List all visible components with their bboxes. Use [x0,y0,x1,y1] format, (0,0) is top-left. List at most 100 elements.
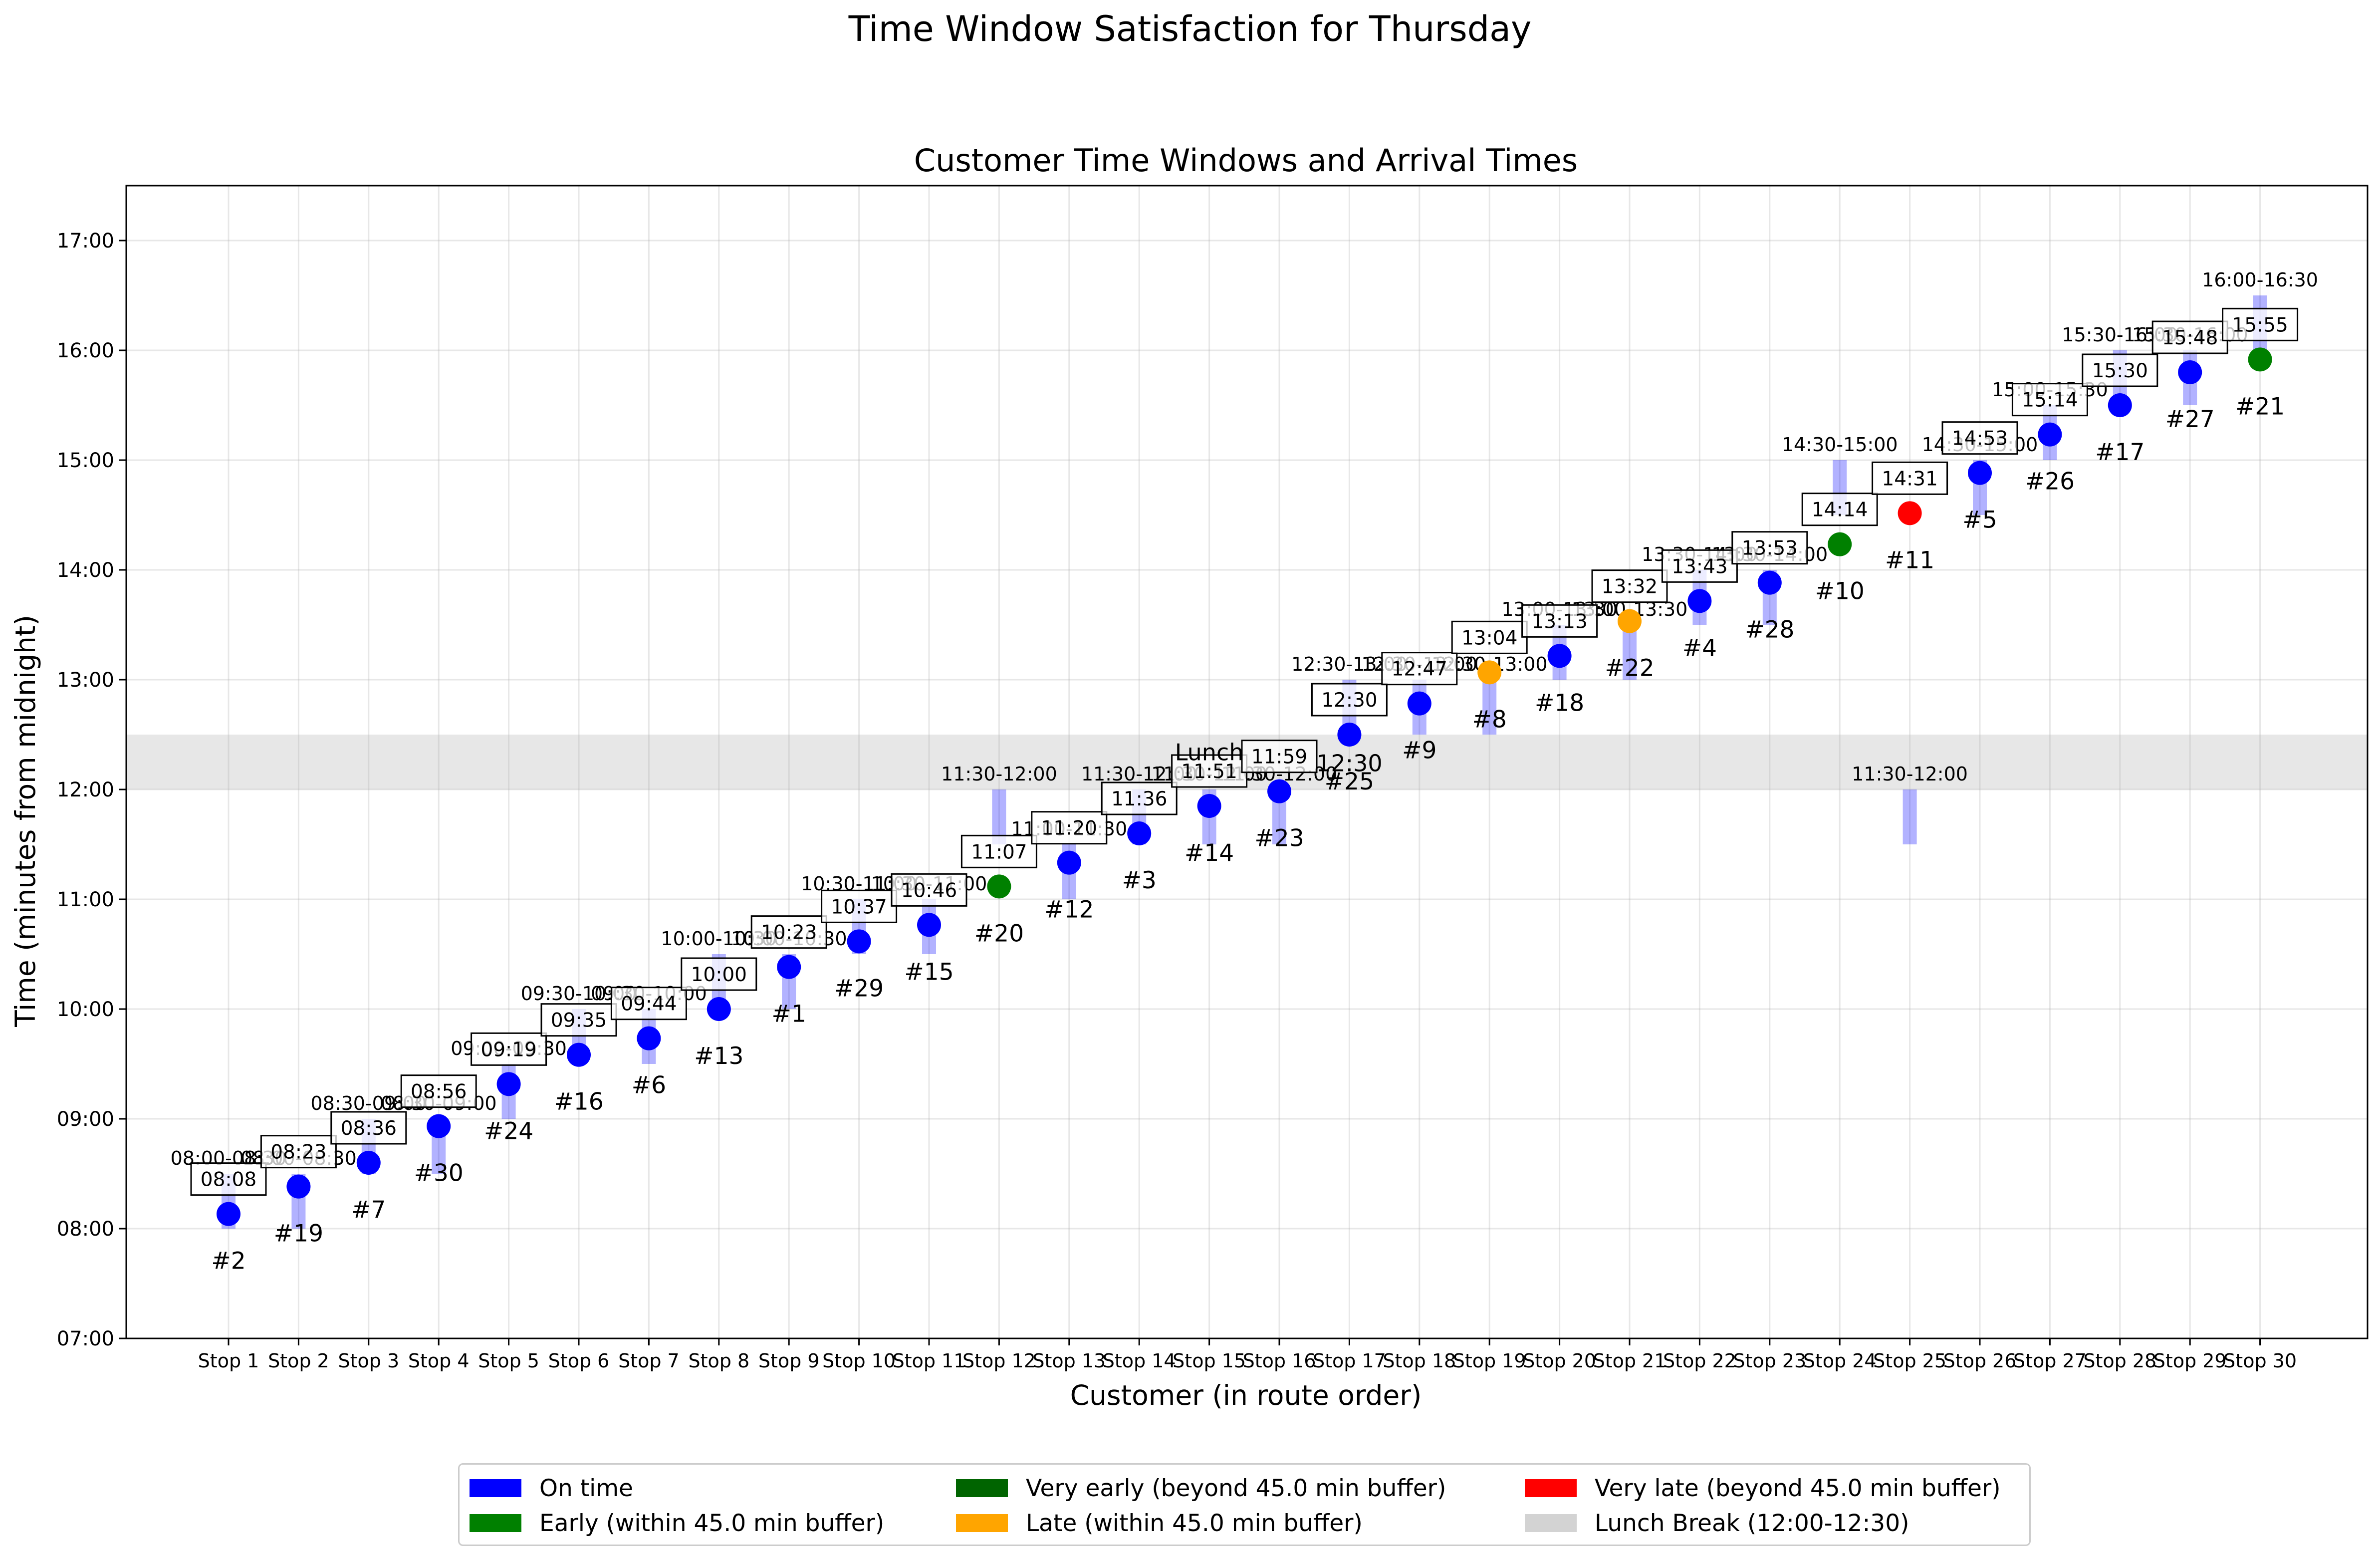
y-tick-label: 11:00 [57,888,114,911]
legend: On time Very early (beyond 45.0 min buff… [458,1463,2031,1546]
customer-label: #11 [1885,546,1934,574]
arrival-label-box [681,957,757,991]
legend-label: Early (within 45.0 min buffer) [539,1509,885,1537]
arrival-label-box [400,1074,477,1108]
y-axis-label: Time (minutes from midnight) [9,615,41,1028]
arrival-label-box [1801,493,1878,526]
x-tick-label: Stop 9 [758,1350,820,1372]
arrival-label-box [1171,754,1248,788]
arrival-marker [987,874,1011,899]
legend-item-very-early: Very early (beyond 45.0 min buffer) [956,1471,1525,1506]
arrival-marker [777,955,801,979]
customer-label: #4 [1682,634,1717,662]
arrival-time-label: 13:32 [1602,576,1658,598]
arrival-time-label: 15:48 [2162,327,2218,349]
legend-item-very-late: Very late (beyond 45.0 min buffer) [1525,1471,2024,1506]
time-window-label: 16:00-16:30 [2202,269,2318,291]
arrival-label-box [610,987,687,1021]
plot-frame [125,185,2369,1339]
arrival-time-label: 15:14 [2022,389,2078,412]
arrival-label-box [190,1162,267,1196]
legend-swatch [1525,1514,1577,1532]
figure-suptitle: Time Window Satisfaction for Thursday [848,8,1532,49]
arrival-marker [1898,501,1922,525]
customer-label: #16 [554,1088,603,1116]
x-tick-label: Stop 14 [1103,1350,1176,1372]
arrival-time-label: 15:55 [2232,314,2288,336]
arrival-label-box [1872,461,1948,495]
customer-label: #1 [772,1001,806,1028]
arrival-label-box [821,889,898,923]
x-tick-label: Stop 21 [1593,1350,1666,1372]
customer-label: #2 [211,1248,245,1275]
customer-label: #3 [1122,867,1157,894]
arrival-label-box [1591,569,1668,603]
legend-item-lunch-break: Lunch Break (12:00-12:30) [1525,1506,2024,1541]
arrival-time-label: 10:37 [831,896,887,918]
x-tick-label: Stop 24 [1803,1350,1877,1372]
y-tick-label: 07:00 [57,1327,114,1350]
arrival-time-label: 09:44 [621,993,677,1016]
x-tick-label: Stop 28 [2083,1350,2156,1372]
customer-label: #9 [1402,737,1436,765]
arrival-label-box [750,915,827,949]
time-window-bar [1482,680,1497,735]
arrival-time-label: 11:36 [1111,788,1167,810]
arrival-label-box [1941,421,2018,455]
arrival-time-label: 08:23 [270,1141,326,1164]
chart-title: Customer Time Windows and Arrival Times [914,142,1578,179]
arrival-time-label: 11:20 [1041,817,1097,840]
x-tick-label: Stop 3 [338,1350,399,1372]
x-tick-label: Stop 30 [2223,1350,2297,1372]
legend-swatch [956,1514,1008,1532]
customer-label: #20 [974,920,1024,947]
x-tick-label: Stop 8 [688,1350,749,1372]
arrival-marker [567,1042,591,1067]
chart-annotation: 12:30 [1316,750,1383,777]
arrival-time-label: 10:23 [761,922,817,944]
arrival-marker [2038,422,2062,447]
customer-label: #8 [1472,706,1507,733]
arrival-marker [847,929,871,954]
arrival-label-box [330,1111,407,1145]
arrival-marker [356,1151,381,1175]
legend-label: Very early (beyond 45.0 min buffer) [1026,1474,1446,1502]
arrival-marker [1267,779,1291,803]
x-tick-label: Stop 7 [618,1350,680,1372]
arrival-marker [286,1174,311,1199]
y-tick-label: 09:00 [57,1108,114,1131]
arrival-label-box [1241,740,1318,774]
x-axis-label: Customer (in route order) [1070,1379,1422,1411]
arrival-label-box [960,834,1037,868]
arrival-label-box [471,1032,547,1066]
arrival-marker [2178,360,2202,384]
arrival-time-label: 11:07 [971,841,1027,863]
customer-label: #29 [834,975,884,1002]
x-tick-label: Stop 6 [548,1350,610,1372]
time-window-bar [1623,625,1637,680]
arrival-label-box [2222,307,2299,341]
time-window-label: 11:30-12:00 [941,763,1057,785]
customer-label: #15 [904,958,953,986]
arrival-time-label: 09:19 [480,1039,536,1061]
arrival-time-label: 08:56 [411,1081,467,1103]
legend-swatch [470,1514,521,1532]
x-tick-label: Stop 10 [822,1350,896,1372]
arrival-time-label: 10:00 [691,964,747,986]
x-tick-label: Stop 20 [1523,1350,1596,1372]
customer-label: #5 [1962,507,1997,534]
arrival-marker [1547,644,1572,668]
arrival-marker [2108,393,2132,417]
y-tick-label: 13:00 [57,669,114,692]
arrival-marker [1828,532,1852,556]
legend-item-early: Early (within 45.0 min buffer) [470,1506,956,1541]
y-tick-label: 08:00 [57,1218,114,1241]
x-tick-label: Stop 26 [1943,1350,2017,1372]
arrival-label-box [540,1003,617,1037]
arrival-time-label: 11:51 [1181,761,1237,783]
customer-label: #13 [694,1042,743,1070]
x-tick-label: Stop 17 [1313,1350,1386,1372]
arrival-label-box [891,873,967,907]
customer-label: #28 [1745,616,1794,644]
